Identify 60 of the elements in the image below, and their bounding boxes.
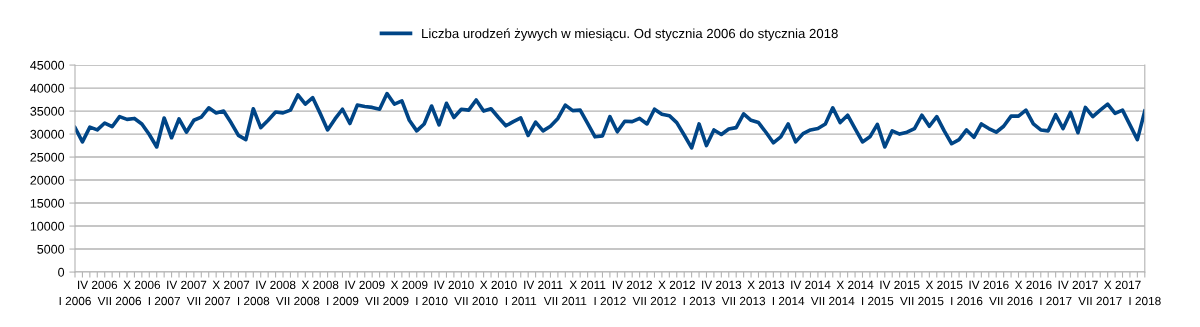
x-tick-label: IV 2015 — [880, 280, 920, 290]
x-tick-label: IV 2016 — [969, 280, 1009, 290]
x-tick-label: IV 2011 — [524, 280, 563, 290]
x-tick-label: VII 2007 — [186, 296, 231, 306]
x-tick-label: I 2006 — [59, 296, 91, 306]
x-tick-label: X 2012 — [658, 280, 695, 290]
y-tick-label: 45000 — [30, 60, 65, 70]
x-tick-label: VII 2011 — [543, 296, 587, 306]
y-tick-label: 30000 — [30, 129, 65, 139]
x-tick-label: IV 2013 — [702, 280, 742, 290]
x-tick-label: I 2007 — [148, 296, 180, 306]
legend-label: Liczba urodzeń żywych w miesiącu. Od stycznia 2006 do stycznia 2018 — [422, 28, 838, 41]
x-tick-label: VII 2016 — [989, 296, 1033, 306]
x-tick-label: IV 2014 — [791, 280, 831, 290]
x-tick-label: I 2015 — [862, 296, 894, 306]
y-tick-label: 25000 — [30, 152, 65, 162]
x-tick-label: I 2016 — [951, 296, 983, 306]
x-tick-label: VII 2014 — [810, 296, 855, 306]
y-tick-label: 35000 — [30, 106, 65, 116]
x-tick-label: X 2015 — [925, 280, 963, 290]
x-tick-label: X 2014 — [836, 280, 874, 290]
x-tick-label: IV 2007 — [167, 280, 207, 290]
x-tick-label: VII 2015 — [899, 296, 944, 306]
x-tick-label: IV 2006 — [78, 280, 118, 290]
x-tick-label: VII 2017 — [1078, 296, 1122, 306]
x-tick-label: I 2017 — [1040, 296, 1072, 306]
y-tick-label: 15000 — [30, 198, 65, 208]
y-tick-label: 5000 — [37, 244, 65, 254]
x-tick-label: X 2010 — [480, 280, 517, 290]
x-tick-label: IV 2012 — [612, 280, 652, 290]
x-tick-label: X 2006 — [123, 280, 161, 290]
y-tick-label: 0 — [58, 267, 65, 277]
x-tick-label: IV 2010 — [434, 280, 474, 290]
x-tick-label: X 2013 — [747, 280, 785, 290]
y-tick-label: 40000 — [30, 83, 65, 93]
x-tick-label: VII 2006 — [97, 296, 142, 306]
x-tick-label: I 2013 — [683, 296, 715, 306]
x-tick-label: I 2008 — [237, 296, 270, 306]
x-tick-label: X 2008 — [301, 280, 339, 290]
x-tick-label: IV 2009 — [345, 280, 385, 290]
y-tick-label: 20000 — [30, 175, 65, 185]
x-tick-label: I 2018 — [1129, 296, 1161, 306]
x-tick-label: VII 2008 — [275, 296, 320, 306]
x-tick-label: I 2011 — [505, 296, 537, 306]
x-tick-label: X 2017 — [1104, 280, 1141, 290]
x-tick-label: X 2007 — [212, 280, 250, 290]
x-tick-label: I 2014 — [772, 296, 805, 306]
x-tick-label: X 2011 — [569, 280, 606, 290]
x-tick-label: I 2009 — [327, 296, 359, 306]
x-tick-label: I 2012 — [594, 296, 626, 306]
x-tick-label: X 2009 — [390, 280, 428, 290]
x-tick-label: VII 2010 — [454, 296, 498, 306]
x-tick-label: I 2010 — [416, 296, 448, 306]
x-tick-label: IV 2017 — [1058, 280, 1098, 290]
x-tick-label: VII 2009 — [365, 296, 409, 306]
x-tick-label: VII 2012 — [632, 296, 676, 306]
y-tick-label: 10000 — [30, 221, 65, 231]
x-tick-label: IV 2008 — [256, 280, 296, 290]
x-tick-label: X 2016 — [1014, 280, 1052, 290]
x-tick-label: VII 2013 — [721, 296, 766, 306]
